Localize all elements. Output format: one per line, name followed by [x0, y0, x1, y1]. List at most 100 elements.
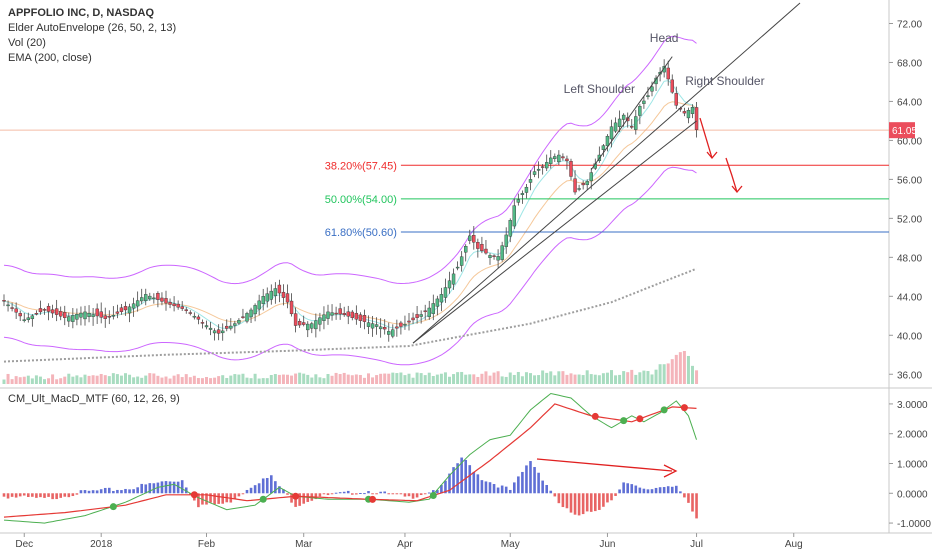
volume-bar: [306, 374, 310, 384]
macd-histogram-bar: [602, 493, 605, 507]
macd-histogram-bar: [63, 493, 67, 497]
volume-bar: [83, 374, 87, 384]
volume-bar: [452, 374, 456, 384]
volume-bar: [399, 372, 403, 384]
macd-histogram-bar: [156, 482, 160, 494]
candle-body: [549, 157, 553, 164]
macd-histogram-bar: [71, 493, 75, 497]
time-tick-label: Apr: [397, 539, 413, 550]
volume-bar: [314, 374, 318, 384]
macd-histogram-bar: [197, 493, 200, 508]
candle-body: [152, 297, 156, 300]
volume-bar: [496, 371, 500, 384]
candle-body: [123, 306, 128, 311]
volume-bar: [589, 374, 593, 384]
candle-body: [330, 312, 334, 316]
volume-bar: [443, 372, 447, 384]
volume-bar: [160, 377, 164, 384]
candle-body: [285, 293, 290, 303]
volume-bar: [91, 375, 95, 384]
volume-bar: [362, 377, 366, 384]
time-tick-label: Feb: [198, 539, 216, 550]
candle-body: [233, 323, 237, 326]
macd-histogram-bar: [367, 491, 370, 494]
macd-histogram-bar: [43, 493, 46, 498]
volume-bar: [213, 377, 217, 384]
candle-body: [249, 309, 253, 318]
volume-bar: [484, 371, 488, 384]
volume-bar: [545, 372, 549, 384]
macd-histogram-bar: [75, 493, 79, 495]
volume-bar: [326, 374, 330, 384]
macd-histogram-bar: [298, 493, 301, 506]
volume-bar: [180, 377, 184, 384]
macd-histogram-bar: [128, 489, 131, 494]
volume-bar: [221, 375, 225, 384]
indicator-envelope-label[interactable]: Elder AutoEnvelope (26, 50, 2, 13): [8, 22, 177, 34]
macd-histogram-bar: [391, 493, 395, 495]
candle-body: [423, 310, 427, 312]
candle-body: [540, 166, 545, 168]
macd-histogram-bar: [213, 493, 216, 505]
candle-body: [455, 266, 460, 269]
candle-body: [241, 316, 245, 318]
volume-bar: [618, 374, 622, 384]
macd-histogram-bar: [670, 486, 674, 494]
volume-bar: [492, 372, 496, 384]
macd-histogram-bar: [687, 493, 690, 503]
volume-bar: [310, 377, 314, 384]
volume-bar: [136, 376, 140, 384]
volume-bar: [504, 376, 508, 384]
candle-body: [399, 322, 403, 327]
indicator-ema-label[interactable]: EMA (200, close): [8, 52, 92, 64]
volume-bar: [670, 359, 674, 384]
candle-body: [642, 100, 646, 104]
candle-body: [350, 311, 354, 318]
candle-body: [670, 79, 674, 93]
volume-bar: [196, 377, 200, 384]
volume-bar: [419, 373, 423, 384]
macd-histogram-bar: [395, 493, 399, 495]
candle-body: [378, 326, 383, 330]
macd-histogram-bar: [545, 485, 548, 494]
candle-body: [160, 297, 164, 302]
candle-body: [528, 179, 533, 183]
macd-histogram-bar: [387, 493, 391, 495]
candle-body: [200, 322, 205, 324]
candle-body: [492, 255, 496, 257]
candle-body: [63, 312, 67, 318]
candle-body: [338, 308, 342, 315]
candle-body: [601, 145, 606, 151]
candle-body: [334, 312, 338, 315]
symbol-title[interactable]: APPFOLIO INC, D, NASDAQ: [8, 7, 155, 19]
volume-bar: [678, 352, 682, 384]
candle-body: [18, 313, 22, 317]
macd-histogram-bar: [233, 493, 237, 500]
macd-histogram-bar: [205, 493, 208, 505]
volume-bar: [622, 371, 626, 384]
macd-tick-label: 3.0000: [897, 400, 928, 411]
candle-body: [71, 315, 75, 322]
macd-histogram-bar: [581, 493, 585, 515]
candle-body: [306, 323, 310, 331]
macd-histogram-bar: [610, 493, 613, 501]
candle-body: [314, 320, 318, 330]
candle-body: [391, 329, 395, 337]
macd-histogram-bar: [140, 483, 143, 494]
volume-bar: [119, 375, 123, 384]
indicator-volume-label[interactable]: Vol (20): [8, 37, 46, 49]
volume-bar: [460, 371, 464, 384]
macd-histogram-bar: [322, 493, 326, 495]
macd-histogram-bar: [257, 483, 261, 494]
macd-histogram-bar: [136, 487, 139, 494]
macd-indicator-title[interactable]: CM_Ult_MacD_MTF (60, 12, 26, 9): [8, 393, 180, 405]
candle-body: [79, 312, 83, 318]
candle-body: [565, 158, 569, 162]
macd-histogram-bar: [695, 493, 698, 519]
candle-body: [581, 182, 585, 186]
candle-body: [208, 327, 213, 330]
price-tick-label: 52.00: [897, 214, 922, 225]
volume-bar: [415, 372, 419, 384]
candle-body: [38, 308, 43, 313]
macd-histogram-bar: [589, 493, 593, 512]
